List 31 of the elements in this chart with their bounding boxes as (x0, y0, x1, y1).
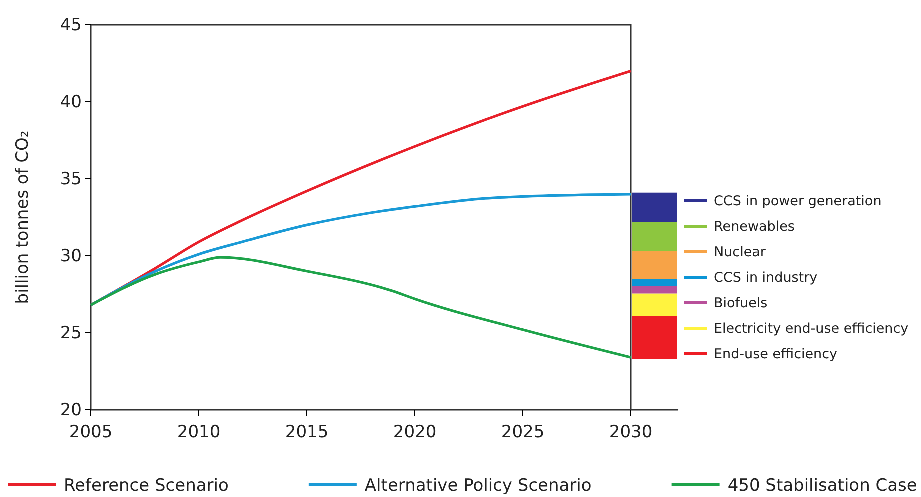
legend-label: Electricity end-use efficiency (714, 321, 909, 338)
y-tick-label: 25 (60, 323, 82, 344)
legend-label: Reference Scenario (64, 476, 229, 496)
x-tick-label: 2030 (609, 422, 653, 443)
legend-label: 450 Stabilisation Case (728, 476, 918, 496)
bar (632, 222, 678, 252)
y-tick-label: 30 (60, 246, 82, 266)
bar (632, 294, 678, 316)
x-tick-label: 2005 (69, 422, 113, 443)
bar (632, 192, 678, 222)
y-tick-label: 20 (60, 400, 82, 420)
legend-label: Alternative Policy Scenario (364, 476, 592, 496)
x-tick-label: 2010 (177, 422, 221, 443)
legend-label: Nuclear (714, 244, 766, 261)
legend-label: End-use efficiency (714, 346, 838, 363)
legend-label: CCS in power generation (714, 194, 882, 210)
bar (632, 316, 678, 360)
line-series (90, 256, 632, 359)
bar (632, 279, 678, 286)
x-tick-label: 2025 (501, 422, 545, 443)
y-tick-label: 45 (60, 15, 82, 36)
y-tick-label: 40 (60, 92, 82, 112)
legend-label: Renewables (714, 219, 795, 236)
x-tick-label: 2020 (393, 422, 437, 443)
y-tick-label: 35 (60, 169, 82, 190)
bar (632, 251, 678, 280)
y-axis-title: billion tonnes of CO₂ (13, 130, 33, 304)
legend-label: Biofuels (714, 296, 768, 312)
bar (632, 286, 678, 294)
x-tick-label: 2015 (285, 422, 329, 443)
legend-label: CCS in industry (714, 270, 818, 286)
